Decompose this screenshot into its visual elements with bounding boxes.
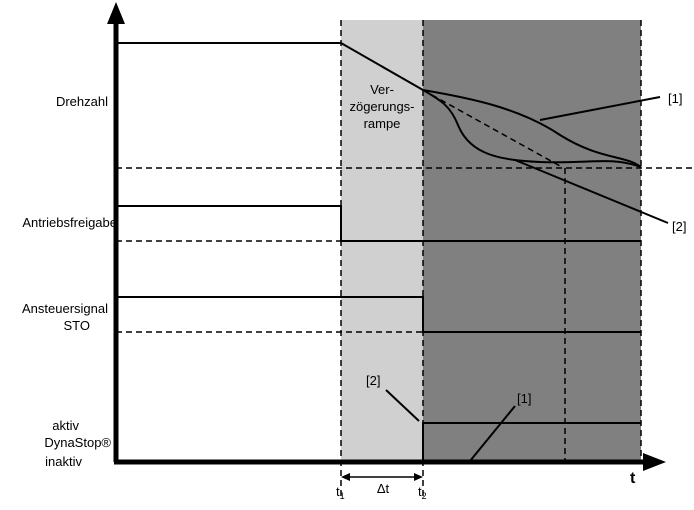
speed-curve-1 bbox=[422, 89, 642, 168]
ramp-label-2: zögerungs- bbox=[349, 99, 414, 114]
speed-curve-2 bbox=[422, 89, 642, 168]
delta-t-dimension bbox=[341, 473, 423, 481]
callout-2-speed: [2] bbox=[672, 219, 686, 234]
drive-enable-label: Antriebsfreigabe bbox=[22, 215, 117, 230]
ramp-label-3: rampe bbox=[364, 116, 401, 131]
callout-2-dynastop: [2] bbox=[366, 373, 380, 388]
callout-leaders bbox=[385, 96, 669, 462]
speed-signal bbox=[116, 42, 642, 168]
y-axis-arrow-icon bbox=[107, 2, 125, 24]
ramp-label-1: Ver- bbox=[370, 82, 394, 97]
callout-1-dynastop: [1] bbox=[517, 391, 531, 406]
dynastop-signal bbox=[422, 422, 641, 462]
sto-label-line2: STO bbox=[64, 318, 91, 333]
axes bbox=[107, 2, 666, 471]
speed-label: Drehzahl bbox=[56, 94, 108, 109]
x-axis-arrow-icon bbox=[643, 453, 666, 471]
callout-1-speed: [1] bbox=[668, 91, 682, 106]
time-axis-label: t bbox=[630, 470, 636, 487]
t2-label: t2 bbox=[418, 484, 427, 501]
sto-signal bbox=[116, 296, 641, 333]
dynastop-label: DynaStop® bbox=[44, 435, 111, 450]
dynastop-inactive-label: inaktiv bbox=[45, 454, 82, 469]
dynastop-active-label: aktiv bbox=[52, 418, 79, 433]
t1-label: t1 bbox=[336, 484, 345, 501]
sto-label-line1: Ansteuersignal bbox=[22, 301, 108, 316]
delta-t-label: Δt bbox=[377, 481, 390, 496]
drive-enable-signal bbox=[116, 205, 641, 242]
